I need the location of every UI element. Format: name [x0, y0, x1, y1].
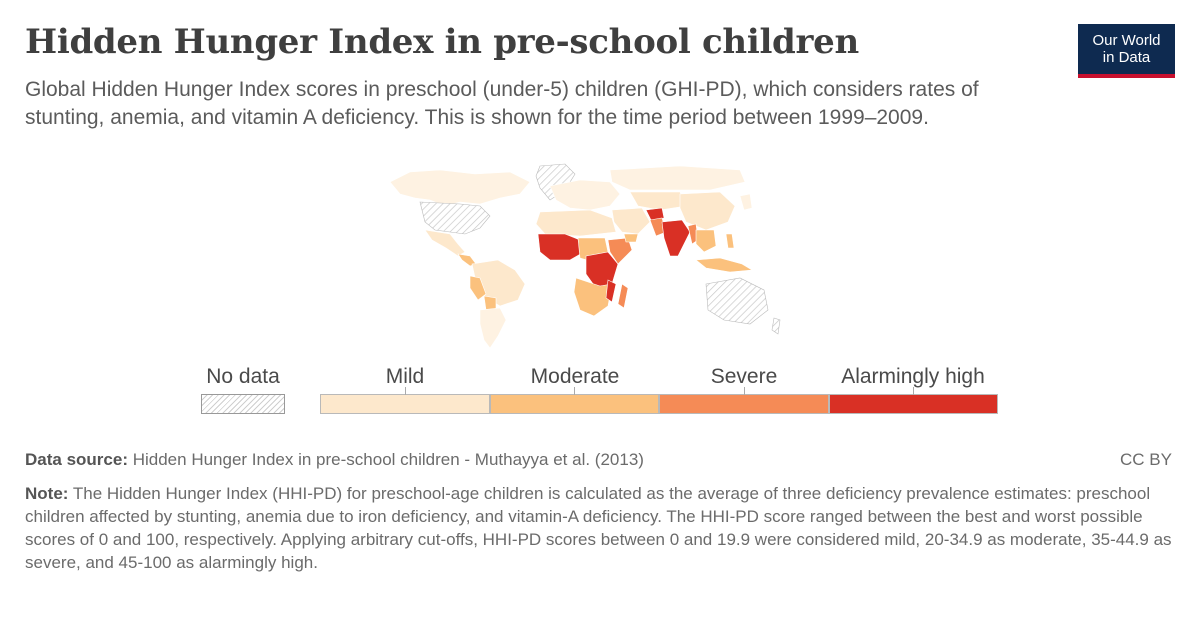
region-horn-of-africa[interactable] [607, 237, 633, 265]
owid-logo[interactable]: Our World in Data [1078, 24, 1175, 78]
region-indonesia[interactable] [695, 257, 753, 273]
region-middle-east[interactable] [611, 207, 651, 235]
data-source: Data source: Hidden Hunger Index in pre-… [25, 450, 644, 470]
chart-subtitle: Global Hidden Hunger Index scores in pre… [25, 78, 979, 129]
region-philippines[interactable] [725, 233, 735, 249]
license-link[interactable]: CC BY [1120, 450, 1172, 469]
region-india[interactable] [661, 219, 691, 257]
legend-swatch-moderate[interactable] [489, 387, 659, 414]
logo-line-1: Our World [1092, 32, 1161, 49]
source-link[interactable]: Hidden Hunger Index in pre-school childr… [132, 450, 644, 469]
region-north-africa[interactable] [535, 209, 617, 237]
region-central-asia[interactable] [629, 191, 687, 211]
region-southern-africa[interactable] [573, 277, 613, 317]
note-label: Note: [25, 484, 69, 503]
legend-label-alarmingly-high: Alarmingly high [841, 365, 985, 388]
chart-note: Note: The Hidden Hunger Index (HHI-PD) f… [25, 482, 1175, 574]
legend-swatch-mild[interactable] [320, 387, 490, 414]
region-west-africa[interactable] [537, 233, 585, 261]
world-map[interactable] [380, 160, 800, 350]
region-mozambique[interactable] [605, 279, 617, 303]
chart-title: Hidden Hunger Index in pre-school childr… [25, 22, 859, 62]
note-text: The Hidden Hunger Index (HHI-PD) for pre… [25, 484, 1172, 572]
legend-label-severe: Severe [710, 365, 778, 388]
region-south-america-south[interactable] [479, 307, 507, 349]
legend-label-mild: Mild [385, 365, 425, 388]
source-label: Data source: [25, 450, 128, 469]
legend-label-no-data: No data [206, 365, 280, 388]
region-peru[interactable] [469, 275, 487, 301]
legend-swatch-severe[interactable] [659, 387, 829, 414]
legend-swatch-no-data[interactable] [201, 394, 285, 414]
region-southeast-asia[interactable] [695, 229, 717, 253]
region-usa[interactable] [419, 201, 491, 235]
region-mongolia-japan[interactable] [739, 193, 753, 211]
region-madagascar[interactable] [617, 283, 629, 309]
legend-color-scale [320, 387, 998, 414]
region-alaska-canada[interactable] [389, 169, 531, 207]
region-new-zealand[interactable] [771, 317, 781, 335]
region-russia[interactable] [609, 165, 746, 191]
logo-line-2: in Data [1102, 49, 1151, 66]
region-yemen[interactable] [623, 233, 639, 243]
legend-swatch-alarmingly-high[interactable] [828, 387, 998, 414]
region-australia[interactable] [705, 277, 769, 325]
region-china[interactable] [679, 191, 736, 231]
region-bolivia[interactable] [483, 295, 497, 311]
region-mexico[interactable] [424, 229, 466, 257]
region-europe[interactable] [549, 179, 621, 211]
legend-label-moderate: Moderate [530, 365, 620, 388]
